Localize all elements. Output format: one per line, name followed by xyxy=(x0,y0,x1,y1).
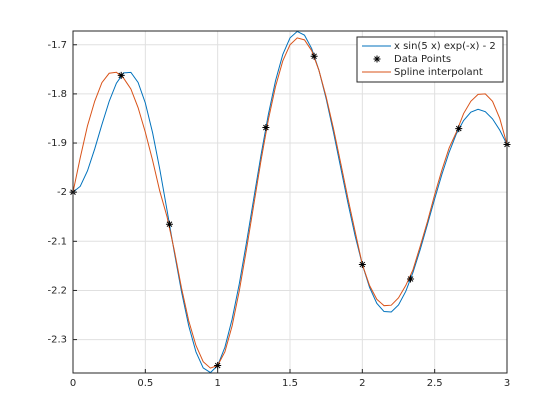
data-point xyxy=(358,261,366,269)
legend-box xyxy=(356,36,504,83)
data-point xyxy=(117,71,125,79)
y-tick-label: -1.9 xyxy=(47,138,67,149)
series-line xyxy=(72,30,508,374)
legend-label: Data Points xyxy=(394,54,451,65)
data-point xyxy=(407,275,415,283)
y-tick-label: -1.8 xyxy=(47,89,67,100)
y-tick-label: -2.1 xyxy=(47,236,67,247)
legend-label: Spline interpolant xyxy=(394,67,483,78)
ticks: 0 0.5 1 1.5 2 2.5 3 -2.3 -2.2 -2.1 -2 -1.9 -1.8 -1.7 xyxy=(47,40,510,389)
data-point xyxy=(310,52,318,60)
x-tick-label: 0 xyxy=(70,378,76,389)
x-tick-label: 0.5 xyxy=(137,378,153,389)
data-point xyxy=(455,125,463,133)
x-tick-label: 2 xyxy=(359,378,365,389)
data-point xyxy=(262,124,270,132)
y-tick-label: -2.2 xyxy=(47,285,67,296)
y-tick-label: -1.7 xyxy=(47,40,67,51)
legend: x sin(5 x) exp(-x) - 2 Data Points Spline … xyxy=(356,36,504,83)
y-tick-label: -2.3 xyxy=(47,335,67,346)
x-tick-label: 2.5 xyxy=(427,378,443,389)
data-point xyxy=(165,220,173,228)
x-tick-label: 1.5 xyxy=(282,378,298,389)
series-line xyxy=(72,37,508,369)
x-tick-label: 3 xyxy=(504,378,510,389)
x-tick-label: 1 xyxy=(214,378,220,389)
legend-label: x sin(5 x) exp(-x) - 2 xyxy=(394,41,496,52)
y-tick-label: -2 xyxy=(57,187,67,198)
legend-marker xyxy=(373,55,381,63)
data-point xyxy=(214,362,222,370)
